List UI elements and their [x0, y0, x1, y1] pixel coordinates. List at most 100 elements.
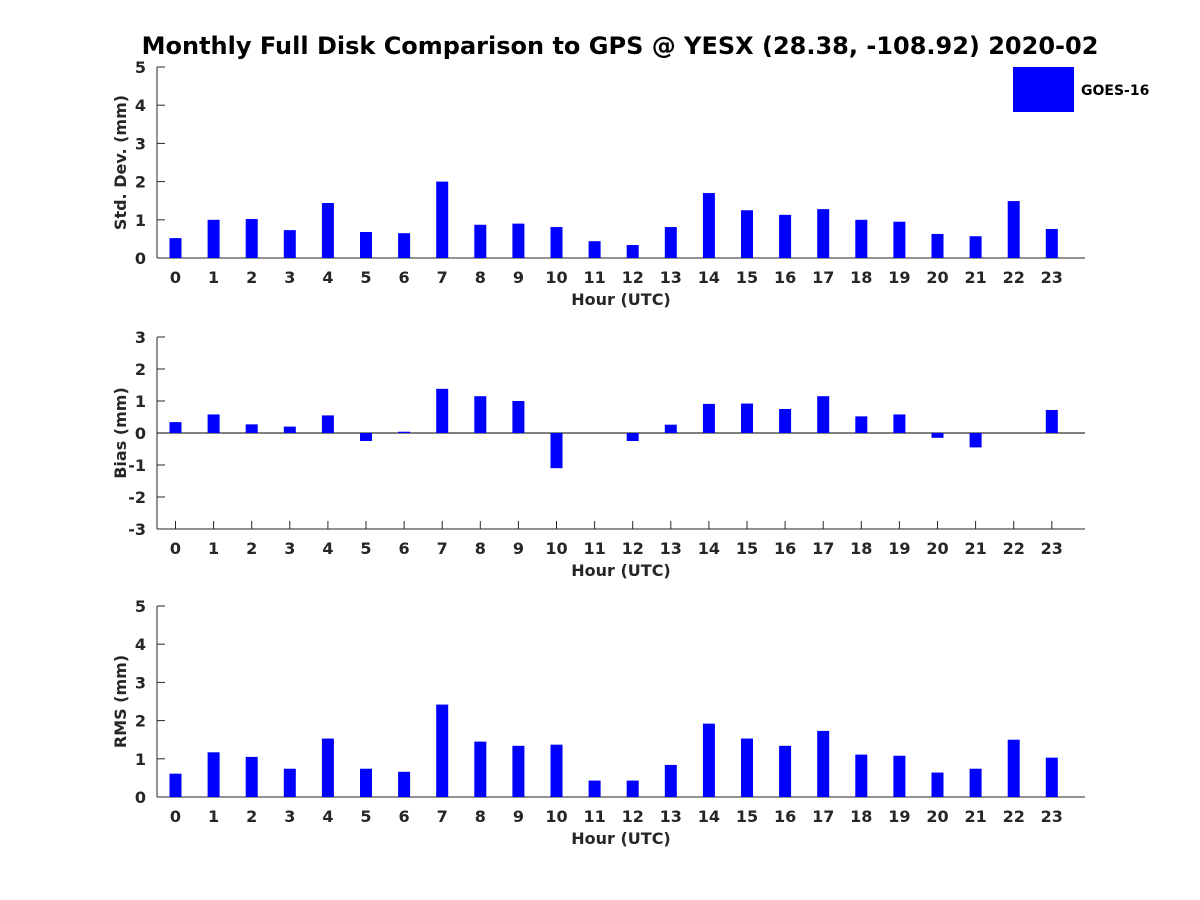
bias-x-tick-label: 2 — [246, 539, 257, 558]
std-dev-bar — [474, 224, 487, 258]
bias-y-tick-label: 2 — [135, 360, 146, 379]
std-dev-bar — [588, 241, 601, 258]
rms-bar — [245, 756, 258, 797]
std-dev-bar — [626, 245, 639, 258]
rms-bar — [741, 738, 753, 797]
std-dev-x-tick-label: 12 — [622, 268, 644, 287]
rms-x-tick-label: 18 — [850, 807, 872, 826]
bias-bar — [893, 414, 906, 433]
bias-bar — [969, 433, 982, 448]
rms-bar — [931, 772, 944, 797]
bias-y-tick-label: -1 — [128, 456, 146, 475]
std-dev-x-tick-label: 5 — [360, 268, 371, 287]
std-dev-x-tick-label: 7 — [437, 268, 448, 287]
std-dev-x-tick-label: 20 — [926, 268, 948, 287]
std-dev-y-tick-label: 4 — [135, 96, 146, 115]
rms-x-tick-label: 19 — [888, 807, 910, 826]
rms-bar — [550, 744, 563, 797]
rms-x-tick-label: 14 — [698, 807, 720, 826]
bias-bar — [321, 415, 334, 433]
rms-bar — [702, 723, 715, 797]
bias-y-tick-label: 1 — [135, 392, 146, 411]
bias-x-tick-label: 22 — [1003, 539, 1025, 558]
bias-y-tick-label: -2 — [128, 488, 146, 507]
std-dev-x-tick-label: 1 — [208, 268, 219, 287]
bias-bar — [855, 416, 868, 433]
bias-x-tick-label: 9 — [513, 539, 524, 558]
rms-bar — [969, 768, 982, 797]
std-dev-x-tick-label: 22 — [1003, 268, 1025, 287]
std-dev-y-tick-label: 2 — [135, 173, 146, 192]
bias-x-tick-label: 6 — [399, 539, 410, 558]
rms-bar — [436, 704, 449, 797]
std-dev-x-tick-label: 3 — [284, 268, 295, 287]
bias-bar — [245, 424, 258, 433]
std-dev-x-tick-label: 14 — [698, 268, 720, 287]
bias-x-tick-label: 8 — [475, 539, 486, 558]
std-dev-bar — [855, 219, 868, 258]
bias-bar — [512, 401, 525, 433]
bias-bar — [741, 403, 753, 433]
std-dev-bar — [893, 221, 906, 258]
bias-bar — [283, 426, 296, 433]
std-dev-x-tick-label: 17 — [812, 268, 834, 287]
rms-x-tick-label: 13 — [660, 807, 682, 826]
std-dev-x-tick-label: 23 — [1041, 268, 1063, 287]
rms-bar — [855, 754, 868, 797]
std-dev-x-tick-label: 4 — [322, 268, 333, 287]
bias-y-tick-label: 3 — [135, 328, 146, 347]
bias-x-tick-label: 16 — [774, 539, 796, 558]
std-dev-bar — [512, 223, 525, 258]
rms-y-tick-label: 0 — [135, 788, 146, 807]
bias-bar — [207, 414, 220, 433]
bias-x-tick-label: 13 — [660, 539, 682, 558]
std-dev-bar — [1007, 201, 1020, 258]
rms-y-axis-label: RMS (mm) — [111, 655, 130, 748]
std-dev-bar — [741, 210, 753, 258]
std-dev-x-tick-label: 16 — [774, 268, 796, 287]
std-dev-bar — [931, 233, 944, 258]
std-dev-x-tick-label: 21 — [964, 268, 986, 287]
bias-bar — [474, 396, 487, 433]
bias-x-tick-label: 23 — [1041, 539, 1063, 558]
rms-bar — [588, 780, 601, 797]
bias-x-tick-label: 4 — [322, 539, 333, 558]
chart-title: Monthly Full Disk Comparison to GPS @ YE… — [142, 32, 1099, 60]
rms-x-tick-label: 8 — [475, 807, 486, 826]
rms-y-tick-label: 3 — [135, 673, 146, 692]
legend-label-goes-16: GOES-16 — [1081, 83, 1149, 99]
bias-bar — [931, 433, 944, 438]
bias-y-tick-label: 0 — [135, 424, 146, 443]
rms-x-tick-label: 21 — [964, 807, 986, 826]
legend[interactable]: GOES-16 — [1013, 67, 1149, 112]
std-dev-x-tick-label: 13 — [660, 268, 682, 287]
bias-bar — [664, 424, 677, 433]
std-dev-bar — [245, 219, 258, 258]
rms-bar — [360, 768, 372, 797]
bias-x-axis-label: Hour (UTC) — [571, 561, 671, 580]
rms-bar — [169, 773, 182, 797]
std-dev-bar — [969, 236, 982, 258]
std-dev-x-tick-label: 10 — [545, 268, 567, 287]
bias-x-tick-label: 14 — [698, 539, 720, 558]
rms-bar — [893, 755, 906, 797]
rms-x-tick-label: 3 — [284, 807, 295, 826]
bias-bar — [360, 433, 372, 441]
rms-x-tick-label: 22 — [1003, 807, 1025, 826]
bias-x-tick-label: 11 — [583, 539, 605, 558]
rms-x-tick-label: 1 — [208, 807, 219, 826]
rms-x-axis-label: Hour (UTC) — [571, 829, 671, 848]
std-dev-bar — [436, 181, 449, 258]
std-dev-y-tick-label: 1 — [135, 211, 146, 230]
rms-x-tick-label: 9 — [513, 807, 524, 826]
rms-y-tick-label: 5 — [135, 597, 146, 616]
std-dev-x-tick-label: 9 — [513, 268, 524, 287]
std-dev-y-tick-label: 5 — [135, 58, 146, 77]
std-dev-bar — [779, 214, 792, 258]
rms-bar — [321, 738, 334, 797]
rms-x-tick-label: 7 — [437, 807, 448, 826]
std-dev-x-tick-label: 0 — [170, 268, 181, 287]
